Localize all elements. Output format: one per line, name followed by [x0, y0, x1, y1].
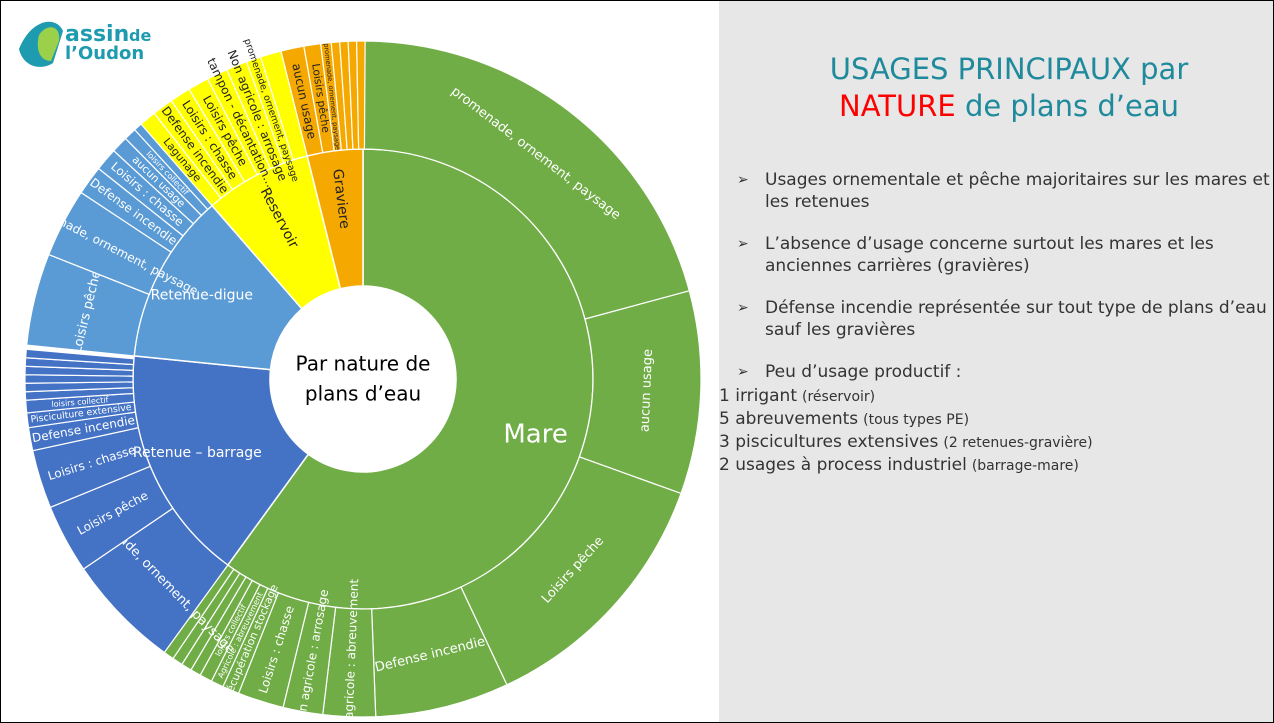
chart: assin de l’Oudon promenade, ornement, pa… — [19, 21, 702, 723]
logo-text: de — [129, 26, 151, 45]
outer-label: aucun usage — [638, 349, 656, 433]
center-label: plans d’eau — [305, 382, 421, 406]
detail-line: 2 usages à process industriel (barrage-ma… — [719, 454, 1273, 477]
text-panel: USAGES PRINCIPAUX par NATURE de plans d’… — [719, 1, 1273, 722]
outer-segment — [362, 40, 691, 320]
outer-segment — [356, 40, 366, 150]
detail-line: 1 irrigant (réservoir) — [719, 385, 1273, 408]
inner-label: Mare — [503, 420, 567, 450]
outer-label: Non agricole : abreuvement — [340, 578, 361, 723]
title-highlight: NATURE — [839, 89, 956, 123]
detail-note: (tous types PE) — [863, 412, 970, 428]
logo-shape — [37, 27, 60, 61]
center-hole — [270, 286, 456, 472]
bullet: Peu d’usage productif : — [719, 361, 1273, 383]
panel-title: USAGES PRINCIPAUX par NATURE de plans d’… — [759, 51, 1259, 125]
detail-line: 3 piscicultures extensives (2 retenues-gr… — [719, 431, 1273, 454]
title-line: USAGES PRINCIPAUX par — [829, 52, 1189, 86]
bullet-list: Usages ornementale et pêche majoritaires… — [719, 169, 1273, 477]
inner-label: Graviere — [329, 168, 352, 230]
bullet: L’absence d’usage concerne surtout les m… — [719, 233, 1273, 277]
detail-line: 5 abreuvements (tous types PE) — [719, 408, 1273, 431]
outer-segment — [25, 348, 135, 366]
detail-main: 3 piscicultures extensives — [719, 432, 939, 452]
center-label: Par nature de — [296, 352, 431, 376]
title-line: NATURE de plans d’eau — [759, 88, 1259, 125]
inner-label: Retenue-digue — [151, 288, 253, 304]
title-rest: de plans d’eau — [964, 89, 1179, 123]
detail-note: (2 retenues-gravière) — [943, 435, 1093, 451]
detail-main: 5 abreuvements — [719, 409, 859, 429]
logo-text: l’Oudon — [65, 43, 144, 64]
bullet: Usages ornementale et pêche majoritaires… — [719, 169, 1273, 213]
detail-note: (barrage-mare) — [971, 458, 1079, 474]
bullet: Défense incendie représentée sur tout ty… — [719, 297, 1273, 341]
detail-note: (réservoir) — [802, 389, 876, 405]
inner-label: Retenue – barrage — [133, 445, 262, 461]
logo-text: assin — [65, 22, 129, 47]
detail-main: 2 usages à process industriel — [719, 455, 967, 475]
detail-main: 1 irrigant — [719, 386, 797, 406]
